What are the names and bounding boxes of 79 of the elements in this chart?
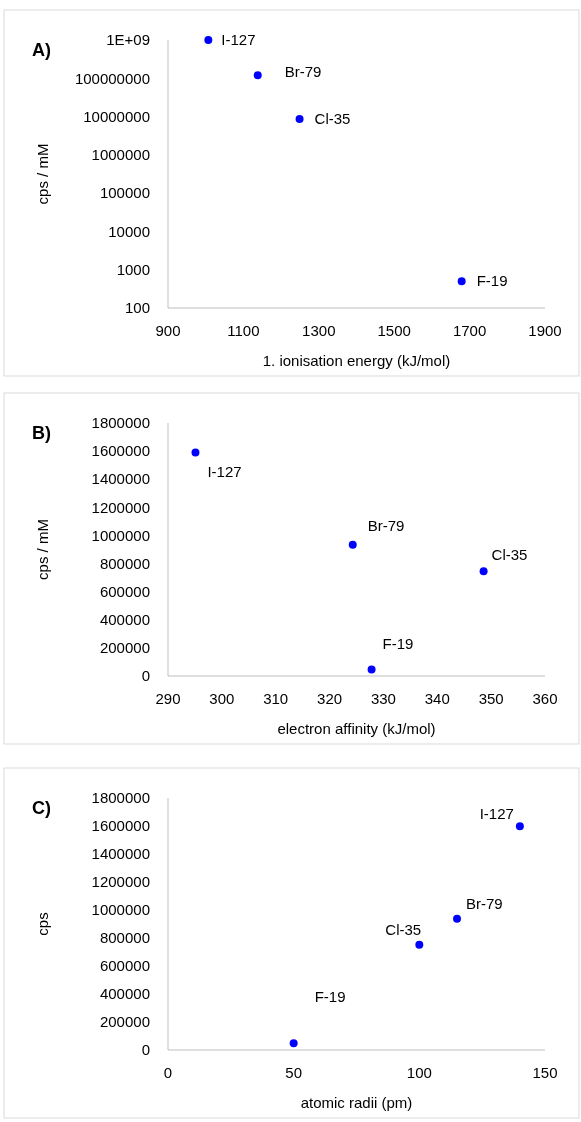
- x-tick-label: 1900: [528, 322, 562, 339]
- point: [191, 448, 200, 457]
- y-axis-title: cps: [34, 912, 51, 936]
- chart-title: C): [32, 798, 51, 818]
- x-tick-label: 1500: [377, 322, 411, 339]
- point: [457, 277, 466, 286]
- annotation: I-127: [207, 462, 242, 480]
- annotation: F-19: [476, 272, 508, 290]
- point: [415, 940, 424, 949]
- x-tick-label: 50: [285, 1064, 303, 1081]
- annotation: Br-79: [367, 516, 405, 534]
- annotation: Cl-35: [491, 546, 528, 564]
- y-tick-label: 100: [124, 299, 150, 317]
- y-tick-label: 1000000: [91, 526, 150, 544]
- x-tick-label: 310: [263, 690, 289, 707]
- x-tick-label: 0: [163, 1064, 173, 1081]
- point: [289, 1039, 298, 1048]
- x-axis-title: atomic radii (pm): [300, 1094, 413, 1111]
- x-tick-label: 300: [209, 690, 235, 707]
- y-tick-label: 10000: [108, 222, 150, 240]
- x-tick-label: 360: [532, 690, 558, 707]
- point: [295, 114, 304, 123]
- annotation: I-127: [479, 805, 514, 823]
- x-tick-label: 1100: [227, 322, 260, 339]
- annotation: Br-79: [284, 63, 322, 81]
- annotation: Br-79: [466, 894, 503, 912]
- y-tick-label: 0: [141, 1041, 150, 1059]
- point: [204, 36, 213, 44]
- y-tick-label: 1E+09: [106, 31, 150, 49]
- y-tick-label: 1000000: [91, 901, 150, 919]
- y-tick-label: 1800000: [91, 789, 150, 807]
- annotation: Cl-35: [385, 920, 422, 938]
- y-tick-label: 400000: [99, 611, 150, 629]
- y-tick-label: 400000: [99, 985, 150, 1003]
- y-tick-label: 1000000: [91, 146, 150, 164]
- x-tick-label: 330: [370, 690, 396, 707]
- point: [453, 914, 462, 923]
- chart-title: B): [32, 423, 51, 443]
- y-axis-title: cps / mM: [34, 143, 51, 205]
- y-tick-label: 800000: [99, 929, 150, 947]
- point: [367, 665, 376, 674]
- x-tick-label: 100: [406, 1064, 432, 1081]
- point: [479, 567, 488, 576]
- x-tick-label: 900: [155, 322, 181, 339]
- x-axis-title: 1. ionisation energy (kJ/mol): [262, 352, 451, 369]
- x-tick-label: 1300: [302, 322, 336, 339]
- x-tick-label: 290: [155, 690, 181, 707]
- annotation: F-19: [314, 988, 346, 1006]
- point: [515, 822, 524, 831]
- annotation: F-19: [382, 635, 414, 653]
- y-tick-label: 600000: [99, 957, 150, 975]
- y-tick-label: 100000: [99, 184, 150, 202]
- y-axis-title: cps / mM: [34, 519, 51, 580]
- y-tick-label: 0: [141, 667, 150, 685]
- x-tick-label: 340: [424, 690, 450, 707]
- annotation: Cl-35: [314, 109, 351, 127]
- y-tick-label: 1400000: [91, 470, 150, 488]
- y-tick-label: 1800000: [91, 414, 150, 432]
- y-tick-label: 1200000: [91, 498, 150, 516]
- x-axis-title: electron affinity (kJ/mol): [277, 720, 436, 737]
- x-tick-label: 150: [532, 1064, 558, 1081]
- y-tick-label: 1200000: [91, 873, 150, 891]
- y-tick-label: 600000: [99, 582, 150, 600]
- y-tick-label: 200000: [99, 1013, 150, 1031]
- y-tick-label: 1000: [116, 260, 150, 278]
- y-tick-label: 1400000: [91, 845, 150, 863]
- y-tick-label: 200000: [99, 639, 150, 657]
- point: [348, 540, 357, 549]
- y-tick-label: 1600000: [91, 442, 150, 460]
- chart-title: A): [32, 40, 51, 60]
- annotation: I-127: [221, 31, 256, 48]
- x-tick-label: 320: [317, 690, 343, 707]
- y-tick-label: 800000: [99, 554, 150, 572]
- x-tick-label: 1700: [452, 322, 487, 339]
- x-tick-label: 350: [478, 690, 504, 707]
- point: [253, 71, 262, 80]
- y-tick-label: 100000000: [74, 69, 150, 87]
- y-tick-label: 1600000: [91, 817, 150, 835]
- y-tick-label: 10000000: [83, 107, 150, 125]
